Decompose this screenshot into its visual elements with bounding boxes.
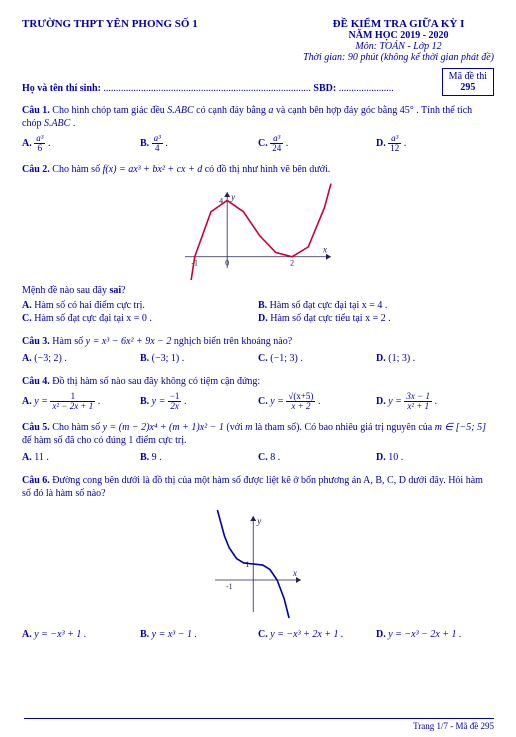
q3-opt-a: A. (−3; 2) . (22, 352, 140, 365)
q2-t1: Cho hàm số (52, 164, 102, 175)
svg-text:x: x (292, 568, 297, 578)
q2-opt-a: A. Hàm số có hai điểm cực trị. (22, 299, 258, 312)
q6-opt-a: A. y = −x³ + 1 . (22, 628, 140, 641)
q2-opt-b: B. Hàm số đạt cực đại tại x = 4 . (258, 299, 494, 312)
school-name: TRƯỜNG THPT YÊN PHONG SỐ 1 (22, 18, 198, 63)
q6-chart: -1 1 x y (203, 504, 313, 624)
q4-opt-a: A. y = 1x² − 2x + 1 . (22, 392, 140, 411)
q3-title: Câu 3. (22, 336, 50, 347)
question-5: Câu 5. Cho hàm số y = (m − 2)x⁴ + (m + 1… (22, 421, 494, 464)
q2-fx: f(x) = ax³ + bx² + cx + d (103, 164, 203, 175)
question-3: Câu 3. Hàm số y = x³ − 6x² + 9x − 2 nghị… (22, 335, 494, 365)
q6-opt-c: C. y = −x³ + 2x + 1 . (258, 628, 376, 641)
q5-t2: (với (226, 422, 245, 433)
q1-angle: 45° (400, 105, 414, 116)
q5-m: m (245, 422, 252, 433)
q2-stmt: Mệnh đề nào sau đây sai? (22, 284, 494, 297)
code-value: 295 (449, 82, 487, 93)
q3-t2: nghịch biến trên khoảng nào? (174, 336, 292, 347)
q1-opt-d: D. a³12 . (376, 134, 494, 153)
exam-year: NĂM HỌC 2019 - 2020 (303, 30, 494, 41)
q5-options: A. 11 . B. 9 . C. 8 . D. 10 . (22, 451, 494, 464)
q1-a: a (268, 105, 273, 116)
q5-opt-c: C. 8 . (258, 451, 376, 464)
q6-opt-b: B. y = x³ − 1 . (140, 628, 258, 641)
q1-t1: Cho hình chóp tam giác đều (52, 105, 167, 116)
q5-opt-b: B. 9 . (140, 451, 258, 464)
q2-options: A. Hàm số có hai điểm cực trị. B. Hàm số… (22, 299, 494, 325)
q1-title: Câu 1. (22, 105, 50, 116)
q6-options: A. y = −x³ + 1 . B. y = x³ − 1 . C. y = … (22, 628, 494, 641)
page-footer: Trang 1/7 - Mã đề 295 (24, 718, 494, 731)
q6-title: Câu 6. (22, 475, 50, 486)
q2-t2: có đồ thị như hình vẽ bên dưới. (205, 164, 331, 175)
q2-title: Câu 2. (22, 164, 50, 175)
svg-text:y: y (230, 192, 235, 202)
q4-text: Đồ thị hàm số nào sau đây không có tiệm … (52, 376, 260, 387)
exam-subject: Môn: TOÁN - Lớp 12 (303, 41, 494, 52)
q2-chart: -1024xy (173, 180, 343, 280)
q4-options: A. y = 1x² − 2x + 1 . B. y = −12x . C. y… (22, 392, 494, 411)
q5-opt-d: D. 10 . (376, 451, 494, 464)
exam-title: ĐỀ KIỂM TRA GIỮA KỲ I (303, 18, 494, 30)
svg-text:x: x (322, 245, 327, 255)
svg-text:1: 1 (245, 560, 249, 569)
svg-text:-1: -1 (226, 582, 233, 591)
q1-t2: có cạnh đáy bằng (196, 105, 268, 116)
q1-options: A. a³6 . B. a³4 . C. a³24 . D. a³12 . (22, 134, 494, 153)
title-block: ĐỀ KIỂM TRA GIỮA KỲ I NĂM HỌC 2019 - 202… (303, 18, 494, 63)
q5-t1: Cho hàm số (52, 422, 102, 433)
svg-text:0: 0 (225, 259, 229, 268)
q4-opt-b: B. y = −12x . (140, 392, 258, 411)
q3-opt-c: C. (−1; 3) . (258, 352, 376, 365)
q5-domain: m ∈ [−5; 5] (435, 422, 486, 433)
q1-shape2: S.ABC (44, 118, 70, 129)
q1-opt-a: A. a³6 . (22, 134, 140, 153)
q5-title: Câu 5. (22, 422, 50, 433)
q3-fx: y = x³ − 6x² + 9x − 2 (86, 336, 172, 347)
q1-opt-c: C. a³24 . (258, 134, 376, 153)
question-4: Câu 4. Đồ thị hàm số nào sau đây không c… (22, 375, 494, 411)
q1-t3: và cạnh bên hợp đáy góc bằng (276, 105, 400, 116)
candidate-info: Họ và tên thí sinh: ....................… (22, 83, 494, 94)
name-label: Họ và tên thí sinh: (22, 83, 101, 94)
q5-t3: là tham số). Có bao nhiêu giá trị nguyên… (255, 422, 435, 433)
exam-time: Thời gian: 90 phút (không kể thời gian p… (303, 52, 494, 63)
q3-opt-d: D. (1; 3) . (376, 352, 494, 365)
sbd-dots: ...................... (339, 83, 394, 94)
header: TRƯỜNG THPT YÊN PHONG SỐ 1 ĐỀ KIỂM TRA G… (22, 18, 494, 63)
q5-t4: để hàm số đã cho có đúng 1 điểm cực trị. (22, 435, 187, 446)
q1-shape: S.ABC (167, 105, 193, 116)
name-dots: ........................................… (103, 83, 311, 94)
q1-period: . (73, 118, 76, 129)
q2-opt-d: D. Hàm số đạt cực tiểu tại x = 2 . (258, 312, 494, 325)
q3-options: A. (−3; 2) . B. (−3; 1) . C. (−1; 3) . D… (22, 352, 494, 365)
q1-opt-b: B. a³4 . (140, 134, 258, 153)
code-label: Mã đề thi (449, 71, 487, 82)
svg-text:y: y (256, 516, 261, 526)
q3-t1: Hàm số (52, 336, 85, 347)
q4-opt-d: D. y = 3x − 1x² + 1 . (376, 392, 494, 411)
q6-opt-d: D. y = −x³ − 2x + 1 . (376, 628, 494, 641)
question-6: Câu 6. Đường cong bên dưới là đồ thị của… (22, 474, 494, 641)
sbd-label: SBD: (313, 83, 336, 94)
exam-code-box: Mã đề thi 295 (442, 68, 494, 96)
q4-title: Câu 4. (22, 376, 50, 387)
q4-opt-c: C. y = √(x+5)x + 2 . (258, 392, 376, 411)
svg-text:2: 2 (290, 259, 294, 268)
question-2: Câu 2. Cho hàm số f(x) = ax³ + bx² + cx … (22, 163, 494, 325)
q3-opt-b: B. (−3; 1) . (140, 352, 258, 365)
question-1: Câu 1. Cho hình chóp tam giác đều S.ABC … (22, 104, 494, 153)
q6-text: Đường cong bên dưới là đồ thị của một hà… (22, 475, 483, 499)
q5-opt-a: A. 11 . (22, 451, 140, 464)
q2-opt-c: C. Hàm số đạt cực đại tại x = 0 . (22, 312, 258, 325)
q5-fx: y = (m − 2)x⁴ + (m + 1)x² − 1 (103, 422, 224, 433)
